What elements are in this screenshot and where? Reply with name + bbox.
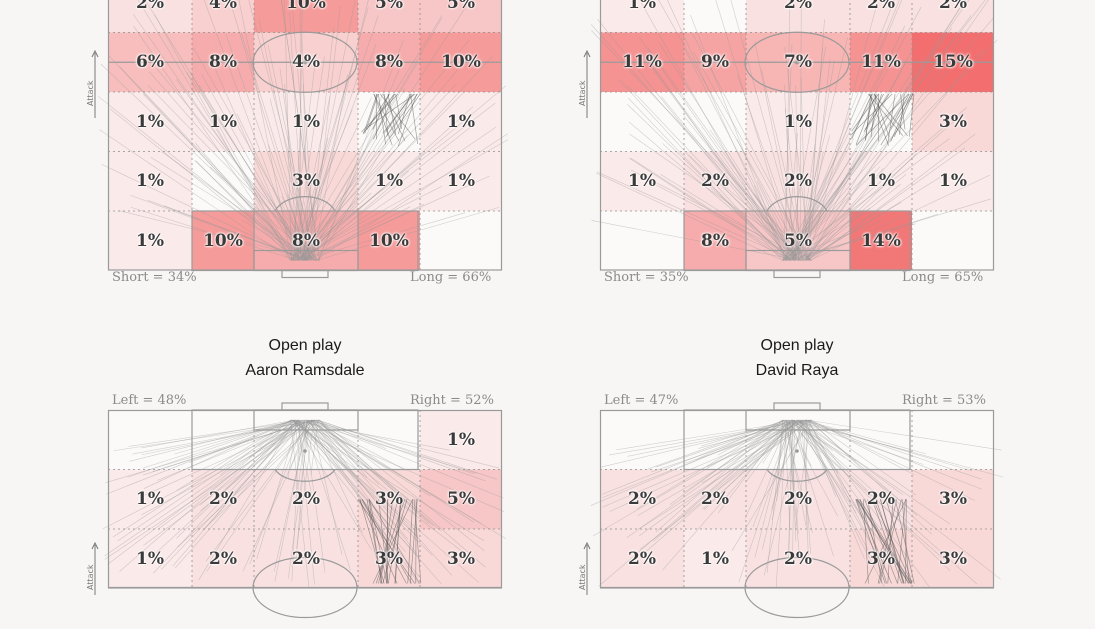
pitch-panel-1: 2% 4% 10% 5% 5% 6% 8% 4% 8% 10% 1% 1% 1% 1% 1% 3% 1% 1% 1%… xyxy=(108,0,502,271)
cell-label: 2% xyxy=(193,489,253,509)
cell-label: 3% xyxy=(359,549,419,569)
short-left-stat: Left = 47% xyxy=(604,393,678,408)
cell-label: 10% xyxy=(276,0,336,13)
cell-label: 11% xyxy=(851,52,911,72)
cell-label: 5% xyxy=(431,489,491,509)
cell-label: 1% xyxy=(120,171,180,191)
long-right-stat: Right = 52% xyxy=(410,393,494,408)
cell-label: 8% xyxy=(685,231,745,251)
heat-cell xyxy=(850,410,912,470)
cell-label: 14% xyxy=(851,231,911,251)
short-left-stat: Short = 35% xyxy=(604,270,689,285)
cell-label: 7% xyxy=(768,52,828,72)
cell-label: 4% xyxy=(193,0,253,13)
cell-label: 5% xyxy=(768,231,828,251)
cell-label: 2% xyxy=(923,0,983,13)
cell-label: 3% xyxy=(276,171,336,191)
pitch-svg xyxy=(600,410,994,629)
attack-axis-label: Attack xyxy=(86,564,95,590)
cell-label: 2% xyxy=(276,489,336,509)
cell-label: 11% xyxy=(612,52,672,72)
cell-label: 1% xyxy=(359,171,419,191)
cell-label: 1% xyxy=(685,549,745,569)
cell-label: 1% xyxy=(120,231,180,251)
cell-label: 1% xyxy=(612,0,672,13)
chart-subtitle: Open play xyxy=(647,334,947,358)
cell-label: 1% xyxy=(431,112,491,132)
cell-label: 1% xyxy=(612,171,672,191)
cell-label: 2% xyxy=(768,489,828,509)
cell-label: 15% xyxy=(923,52,983,72)
cell-label: 1% xyxy=(120,112,180,132)
cell-label: 10% xyxy=(193,231,253,251)
cell-label: 5% xyxy=(431,0,491,13)
cell-label: 1% xyxy=(431,171,491,191)
pitch-panel-4: 2%2%2%2%3%2%1%2%3%3%Attack xyxy=(600,410,994,589)
cell-label: 1% xyxy=(768,112,828,132)
cell-label: 1% xyxy=(120,549,180,569)
cell-label: 3% xyxy=(923,112,983,132)
long-right-stat: Long = 65% xyxy=(902,270,983,285)
cell-label: 2% xyxy=(276,549,336,569)
player-name: David Raya xyxy=(647,359,947,383)
cell-label: 1% xyxy=(431,430,491,450)
heat-cell xyxy=(912,211,994,271)
cell-label: 3% xyxy=(923,489,983,509)
cell-label: 4% xyxy=(276,52,336,72)
cell-label: 2% xyxy=(612,489,672,509)
cell-label: 2% xyxy=(851,489,911,509)
cell-label: 3% xyxy=(359,489,419,509)
cell-label: 1% xyxy=(923,171,983,191)
cell-label: 2% xyxy=(768,0,828,13)
cell-label: 2% xyxy=(120,0,180,13)
pitch-panel-2: 1% 2% 2% 2% 11% 9% 7% 11% 15% 1% 3% 1% 2% 2% 1% 1% 8% 5% 1… xyxy=(600,0,994,271)
pitch-panel-3: 1%1%2%2%3%5%1%2%2%3%3%Attack xyxy=(108,410,502,589)
cell-label: 2% xyxy=(768,171,828,191)
cell-label: 10% xyxy=(359,231,419,251)
cell-label: 8% xyxy=(359,52,419,72)
cell-label: 2% xyxy=(685,489,745,509)
cell-label: 2% xyxy=(851,0,911,13)
attack-axis-label: Attack xyxy=(578,80,587,106)
heat-cell xyxy=(254,410,358,470)
pitch-svg xyxy=(600,0,994,311)
long-right-stat: Long = 66% xyxy=(410,270,491,285)
heat-cell xyxy=(684,0,746,33)
player-name: Aaron Ramsdale xyxy=(155,359,455,383)
cell-label: 1% xyxy=(120,489,180,509)
cell-label: 5% xyxy=(359,0,419,13)
cell-label: 3% xyxy=(851,549,911,569)
short-left-stat: Short = 34% xyxy=(112,270,197,285)
long-right-stat: Right = 53% xyxy=(902,393,986,408)
cell-label: 2% xyxy=(685,171,745,191)
cell-label: 3% xyxy=(923,549,983,569)
attack-axis-label: Attack xyxy=(86,80,95,106)
cell-label: 1% xyxy=(193,112,253,132)
cell-label: 9% xyxy=(685,52,745,72)
cell-label: 1% xyxy=(851,171,911,191)
heat-cell xyxy=(420,211,502,271)
pitch-svg xyxy=(108,0,502,311)
cell-label: 2% xyxy=(612,549,672,569)
cell-label: 8% xyxy=(276,231,336,251)
cell-label: 6% xyxy=(120,52,180,72)
cell-label: 1% xyxy=(276,112,336,132)
cell-label: 3% xyxy=(431,549,491,569)
attack-axis-label: Attack xyxy=(578,564,587,590)
short-left-stat: Left = 48% xyxy=(112,393,186,408)
chart-subtitle: Open play xyxy=(155,334,455,358)
heat-cell xyxy=(600,211,684,271)
cell-label: 8% xyxy=(193,52,253,72)
cell-label: 2% xyxy=(768,549,828,569)
cell-label: 10% xyxy=(431,52,491,72)
heat-cell xyxy=(912,410,994,470)
cell-label: 2% xyxy=(193,549,253,569)
